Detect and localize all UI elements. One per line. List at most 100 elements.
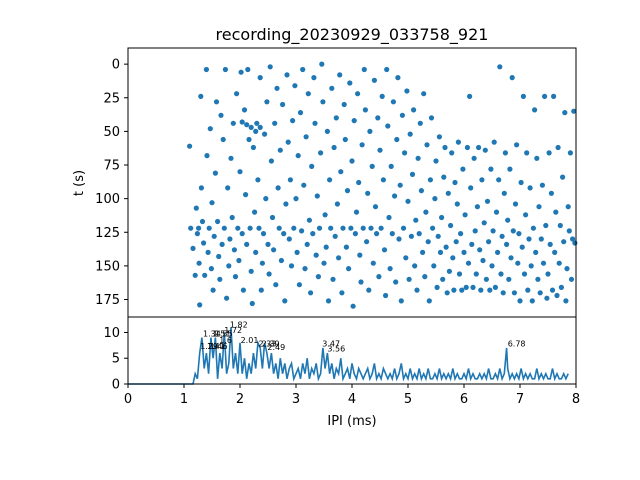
raster-point <box>276 225 282 231</box>
raster-point <box>344 188 351 194</box>
raster-point <box>374 231 380 237</box>
raster-point <box>388 163 394 169</box>
peak-label: 1.51 <box>213 330 231 339</box>
raster-point <box>278 257 284 264</box>
raster-point <box>239 119 245 125</box>
raster-y-ticks: 0 25 50 75 100 125 150 175 <box>95 58 128 308</box>
raster-point <box>313 252 319 258</box>
raster-point <box>493 209 500 215</box>
histogram-x-tick-label: 3 <box>292 392 300 407</box>
histogram-y-ticks: 0 5 10 <box>103 326 128 393</box>
raster-point <box>533 249 539 255</box>
raster-point <box>519 244 525 250</box>
raster-point <box>488 166 494 172</box>
raster-point <box>305 91 311 97</box>
raster-point <box>253 249 259 255</box>
raster-point <box>462 212 468 218</box>
raster-point <box>338 169 344 175</box>
raster-point <box>508 255 514 261</box>
raster-y-tick-label: 25 <box>103 91 120 106</box>
raster-point <box>526 236 532 242</box>
raster-point <box>364 239 370 245</box>
raster-y-tick-label: 100 <box>95 192 120 207</box>
raster-point <box>399 112 405 118</box>
peak-label: 1.41 <box>207 342 225 351</box>
raster-point <box>316 225 323 231</box>
raster-point <box>299 228 305 234</box>
raster-point <box>440 276 446 282</box>
raster-point <box>472 228 478 234</box>
raster-point <box>290 118 296 124</box>
raster-point <box>367 128 373 134</box>
raster-point <box>360 225 366 231</box>
raster-point <box>330 276 336 282</box>
raster-point <box>463 284 469 290</box>
raster-point <box>455 139 461 145</box>
raster-point <box>525 287 531 293</box>
raster-point <box>277 147 283 153</box>
raster-point <box>312 120 318 126</box>
raster-point <box>496 177 502 183</box>
raster-point <box>454 201 460 207</box>
raster-point <box>257 75 263 81</box>
raster-point <box>490 228 496 234</box>
raster-point <box>437 249 444 255</box>
raster-point <box>210 287 216 293</box>
raster-point <box>268 158 274 164</box>
raster-point <box>266 271 272 277</box>
raster-point <box>394 136 400 143</box>
raster-point <box>295 153 301 159</box>
raster-point <box>398 298 404 304</box>
raster-point <box>433 158 439 164</box>
raster-point <box>254 120 260 126</box>
raster-point <box>560 174 566 180</box>
raster-points <box>187 61 578 309</box>
raster-y-tick-label: 50 <box>103 125 120 140</box>
raster-point <box>206 225 212 231</box>
raster-point <box>311 75 317 81</box>
raster-point <box>444 290 450 296</box>
raster-point <box>226 263 232 269</box>
raster-point <box>412 263 418 269</box>
raster-point <box>549 287 556 293</box>
histogram-x-tick-label: 1 <box>180 392 188 407</box>
raster-point <box>543 222 549 229</box>
raster-point <box>244 241 250 247</box>
raster-point <box>499 233 505 239</box>
raster-point <box>263 196 269 202</box>
raster-point <box>566 228 572 234</box>
raster-point <box>262 131 268 137</box>
raster-point <box>234 91 240 97</box>
peak-label: 1.55 <box>215 330 233 339</box>
raster-point <box>247 225 253 231</box>
raster-point <box>353 209 360 215</box>
raster-point <box>334 201 340 207</box>
raster-point <box>386 214 392 221</box>
raster-point <box>567 150 574 156</box>
raster-point <box>236 257 242 264</box>
raster-point <box>517 298 523 304</box>
raster-point <box>453 239 459 245</box>
raster-point <box>237 169 243 175</box>
raster-point <box>540 260 547 266</box>
raster-point <box>198 185 204 191</box>
raster-point <box>469 241 475 247</box>
raster-point <box>411 107 417 113</box>
raster-point <box>432 196 438 202</box>
raster-point <box>505 217 511 223</box>
raster-point <box>340 225 346 231</box>
raster-point <box>356 179 362 186</box>
raster-point <box>205 249 211 255</box>
raster-point <box>371 77 377 83</box>
peak-label: 6.78 <box>508 339 526 348</box>
raster-point <box>224 295 230 301</box>
raster-point <box>358 279 364 285</box>
raster-point <box>400 225 407 231</box>
raster-point <box>260 231 267 237</box>
raster-point <box>370 260 376 266</box>
raster-point <box>366 287 372 293</box>
raster-point <box>551 93 557 99</box>
raster-point <box>220 136 226 143</box>
raster-point <box>480 257 486 264</box>
raster-point <box>452 179 458 186</box>
